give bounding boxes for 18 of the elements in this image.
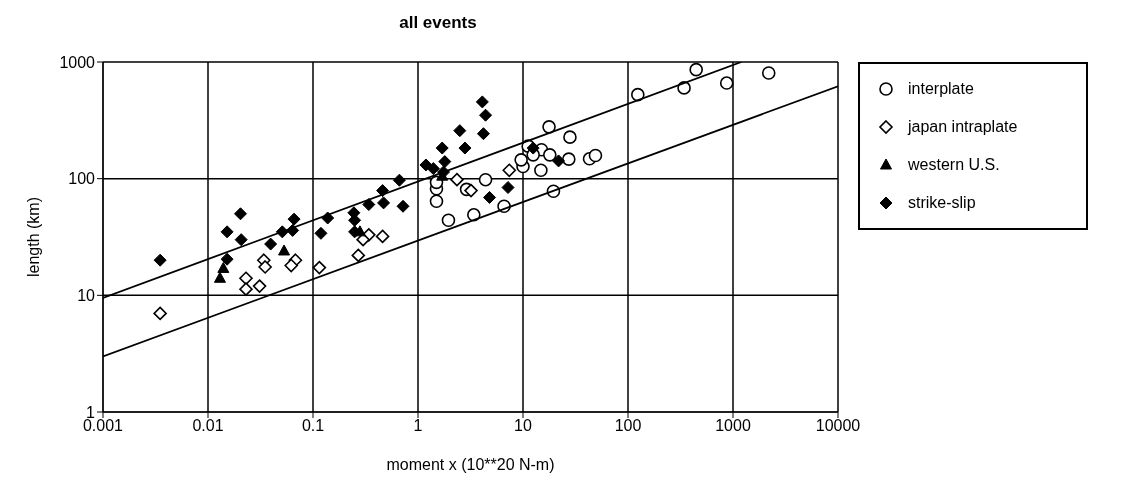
x-axis-title: moment x (10**20 N-m) (386, 456, 555, 473)
x-tick-label: 1000 (715, 417, 751, 435)
x-tick-label: 1 (413, 417, 423, 435)
legend-label: western U.S. (908, 156, 1000, 174)
legend-label: japan intraplate (908, 118, 1018, 136)
x-tick-label: 0.1 (301, 417, 325, 435)
y-tick-label: 1000 (59, 53, 96, 71)
x-tick-label: 0.01 (192, 417, 224, 435)
chart-title: all events (398, 12, 478, 34)
y-tick-label: 10 (77, 287, 96, 305)
legend-label: strike-slip (908, 194, 976, 212)
legend-label: interplate (908, 80, 974, 98)
x-tick-label: 10 (514, 417, 532, 435)
x-tick-label: 0.001 (82, 417, 124, 435)
x-tick-label: 100 (614, 417, 642, 435)
y-axis-title: length (km) (24, 196, 42, 278)
y-tick-label: 100 (68, 170, 96, 188)
x-tick-label: 10000 (815, 417, 861, 435)
